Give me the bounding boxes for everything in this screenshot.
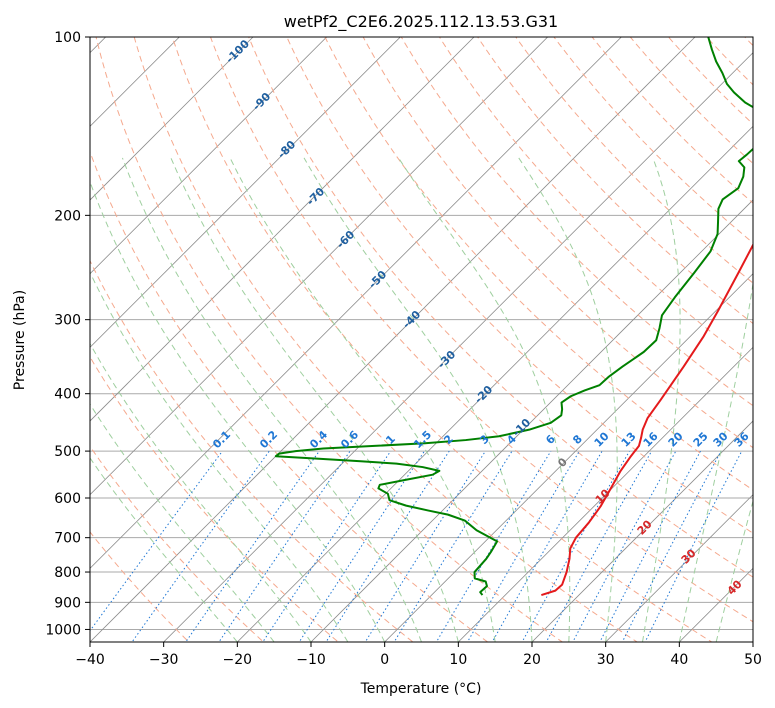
isotherm-line: [531, 420, 753, 642]
chart-title: wetPf2_C2E6.2025.112.13.53.G31: [284, 12, 558, 32]
mixing-ratio-line: [466, 450, 580, 642]
mixing-ratio-line: [218, 450, 351, 642]
dry-adiabat-line: [248, 37, 753, 578]
moist-adiabat-line: [90, 403, 275, 642]
moist-adiabat-line: [715, 499, 753, 642]
mixing-ratio-line: [185, 450, 320, 642]
dry-adiabat-line: [90, 150, 489, 642]
x-tick-label: 10: [449, 652, 467, 668]
isotherm-line: [90, 37, 180, 127]
dry-adiabat-line: [362, 37, 753, 449]
isotherm-gridlines: [0, 10, 753, 654]
isotherm-line: [384, 273, 753, 642]
moist-adiabat-line: [90, 271, 349, 642]
mixing-ratio-line: [491, 450, 603, 642]
y-tick-label: 1000: [45, 622, 81, 638]
y-tick-label: 400: [54, 387, 81, 403]
moist-adiabat-line: [170, 157, 459, 642]
temperature-trace: [541, 242, 753, 597]
y-tick-label: 900: [54, 595, 81, 611]
x-tick-label: −40: [75, 652, 105, 668]
y-tick-label: 500: [54, 444, 81, 460]
mixing-ratio-lines: [90, 450, 743, 642]
mixing-ratio-line: [131, 450, 270, 642]
isotherm-line: [90, 37, 696, 642]
dry-adiabat-line: [90, 445, 265, 642]
dry-adiabat-line: [90, 259, 414, 642]
isotherm-line: [310, 199, 753, 642]
mixing-ratio-line: [644, 450, 743, 642]
x-tick-label: 0: [380, 652, 389, 668]
y-tick-label: 200: [54, 208, 81, 224]
moist-adiabat-line: [303, 157, 533, 642]
mixing-ratio-line: [545, 450, 653, 642]
x-axis: −40 −30 −20 −10 0 10 20 30 40 50: [75, 642, 762, 668]
x-axis-label: Temperature (°C): [360, 681, 482, 697]
dry-adiabat-line: [438, 37, 753, 366]
dry-adiabat-line: [629, 37, 753, 165]
y-tick-label: 700: [54, 531, 81, 547]
x-tick-label: 40: [670, 652, 688, 668]
isobar-gridlines: [90, 37, 753, 630]
dry-adiabat-line: [95, 37, 564, 642]
x-tick-label: 20: [523, 652, 541, 668]
moist-adiabat-line: [678, 280, 753, 642]
isotherm-line: [90, 37, 254, 201]
plot-frame: [89, 36, 754, 643]
moist-adiabat-line: [90, 342, 312, 642]
x-tick-label: 30: [597, 652, 615, 668]
y-tick-label: 800: [54, 565, 81, 581]
isotherm-line: [90, 37, 475, 422]
plot-background: [90, 37, 753, 642]
moist-adiabat-line: [90, 180, 386, 642]
y-tick-label: 100: [54, 30, 81, 46]
dry-adiabat-line: [286, 37, 753, 534]
mixing-ratio-line: [298, 450, 425, 642]
moist-adiabat-line: [398, 157, 571, 642]
isotherm-line: [90, 37, 401, 348]
x-tick-label: −10: [296, 652, 326, 668]
moist-adiabat-line: [121, 157, 422, 642]
x-tick-label: −20: [223, 652, 253, 668]
dry-adiabat-line: [477, 37, 753, 325]
isotherm-line: [0, 10, 59, 654]
mixing-ratio-line: [325, 450, 450, 642]
y-axis-label: Pressure (hPa): [12, 290, 28, 390]
dry-adiabat-line: [756, 10, 775, 654]
mixing-ratio-line: [435, 450, 552, 642]
isotherm-line: [90, 37, 328, 275]
y-tick-label: 300: [54, 313, 81, 329]
x-tick-label: 50: [744, 652, 762, 668]
sounding-traces: [274, 37, 753, 597]
moist-adiabat-line: [518, 157, 618, 642]
isotherm-line: [90, 37, 549, 496]
dry-adiabat-line: [667, 37, 753, 125]
isotherm-line: [90, 37, 622, 569]
isotherm-line: [605, 494, 753, 642]
isotherm-line: [163, 52, 753, 642]
mixing-ratio-line: [262, 450, 392, 642]
dewpoint-trace: [274, 37, 753, 596]
moist-adiabat-line: [90, 457, 238, 642]
moist-adiabats: [90, 157, 753, 642]
dry-adiabats: [90, 10, 775, 654]
y-axis: 100 200 300 400 500 600 700 800 900 1000: [45, 30, 90, 638]
y-tick-label: 600: [54, 491, 81, 507]
dry-adiabat-line: [324, 37, 753, 491]
x-tick-label: −30: [149, 652, 179, 668]
isotherm-line: [236, 125, 753, 642]
moist-adiabat-line: [642, 157, 681, 642]
dry-adiabat-line: [133, 37, 638, 642]
isotherm-line: [457, 346, 753, 642]
